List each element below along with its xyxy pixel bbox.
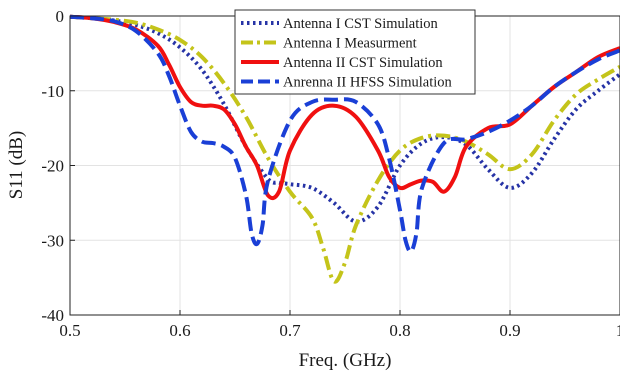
y-axis-label: S11 (dB) <box>6 131 27 199</box>
x-tick-label: 0.8 <box>389 321 410 340</box>
series-lines <box>69 14 620 284</box>
axis-ticks: 0.5 0.6 0.7 0.8 0.9 1 0 -10 -20 -30 -40 <box>41 7 620 340</box>
series-line-4 <box>69 14 620 254</box>
legend-label: Antenna II CST Simulation <box>283 55 443 71</box>
legend-label: Antenna I CST Simulation <box>283 16 439 32</box>
x-tick-label: 0.7 <box>279 321 301 340</box>
y-tick-label: -10 <box>41 82 64 101</box>
x-tick-label: 0.9 <box>499 321 520 340</box>
legend-label: Anrenna II HFSS Simulation <box>283 75 453 91</box>
series-line-1 <box>69 14 620 224</box>
y-tick-label: 0 <box>56 7 65 26</box>
legend: Antenna I CST Simulation Antenna I Measur… <box>234 9 476 95</box>
series-line-2 <box>69 14 620 284</box>
legend-label: Antenna I Measurment <box>283 36 417 52</box>
x-tick-label: 1 <box>616 321 620 340</box>
x-axis-label: Freq. (GHz) <box>299 350 392 371</box>
x-tick-label: 0.5 <box>59 321 80 340</box>
y-tick-label: -40 <box>41 306 64 325</box>
y-tick-label: -30 <box>41 231 64 250</box>
y-tick-label: -20 <box>41 157 64 176</box>
series-line-3 <box>69 14 620 201</box>
x-tick-label: 0.6 <box>169 321 190 340</box>
